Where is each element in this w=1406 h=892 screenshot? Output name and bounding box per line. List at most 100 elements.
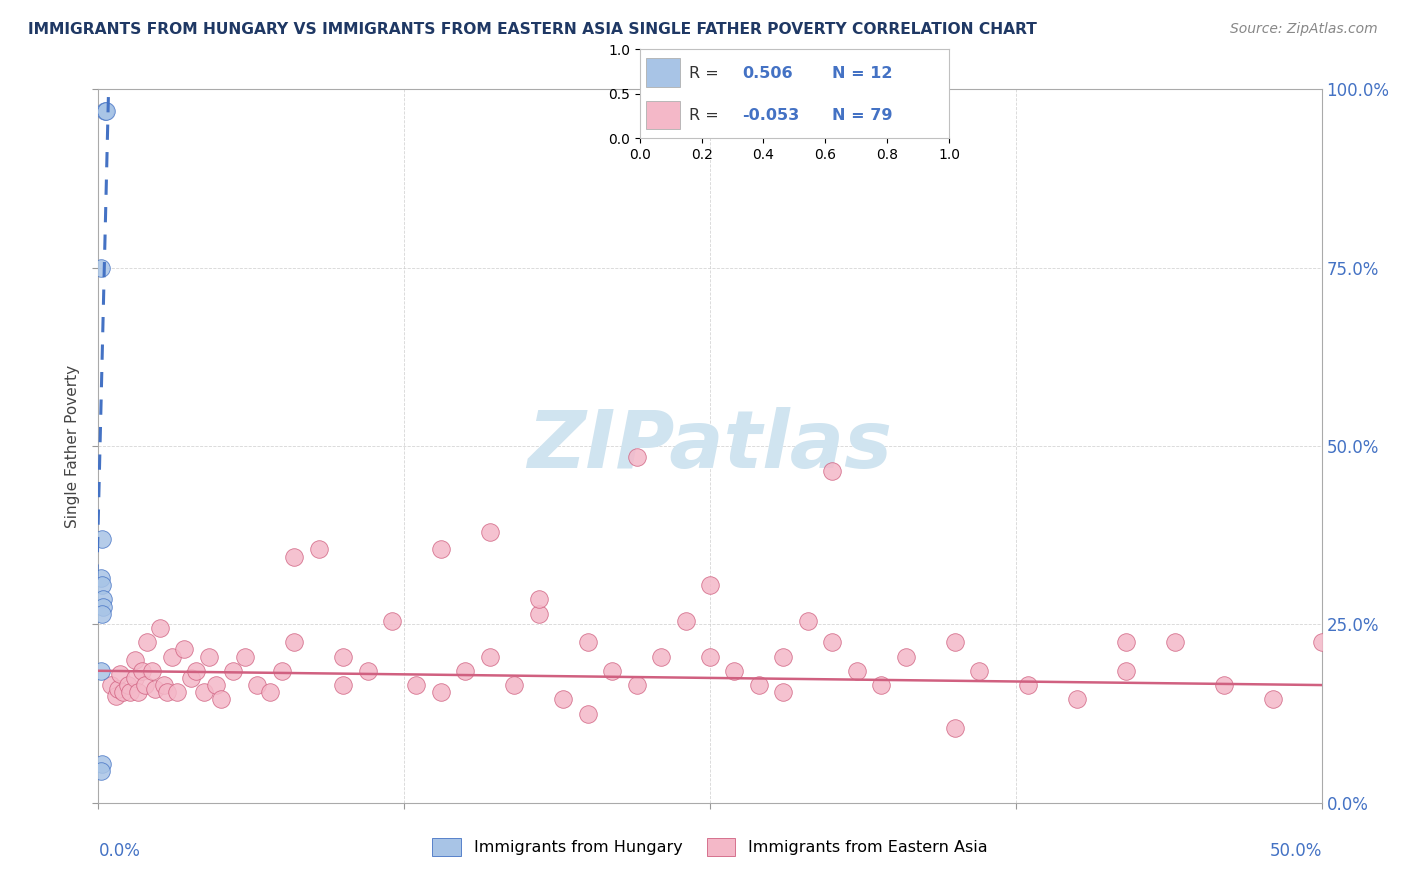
- Point: [870, 678, 893, 692]
- Point: [1017, 678, 1039, 692]
- Point: [967, 664, 990, 678]
- Point: [193, 685, 215, 699]
- Point: [111, 685, 134, 699]
- Point: [821, 635, 844, 649]
- Point: [332, 649, 354, 664]
- Point: [405, 678, 427, 692]
- Point: [283, 635, 305, 649]
- Point: [675, 614, 697, 628]
- Point: [1115, 635, 1137, 649]
- Point: [160, 649, 183, 664]
- Point: [845, 664, 868, 678]
- Point: [772, 649, 794, 664]
- Point: [1212, 678, 1234, 692]
- Point: [553, 692, 575, 706]
- Point: [107, 681, 129, 696]
- Point: [600, 664, 623, 678]
- Point: [626, 450, 648, 464]
- Point: [576, 635, 599, 649]
- Point: [246, 678, 269, 692]
- Point: [120, 685, 142, 699]
- Point: [430, 542, 453, 557]
- Point: [650, 649, 672, 664]
- Point: [723, 664, 745, 678]
- Point: [91, 592, 114, 607]
- Text: R =: R =: [689, 66, 724, 80]
- Point: [156, 685, 179, 699]
- Text: 50.0%: 50.0%: [1270, 842, 1322, 860]
- Point: [173, 642, 195, 657]
- Point: [149, 621, 172, 635]
- Point: [91, 756, 114, 771]
- Point: [134, 678, 156, 692]
- Point: [478, 524, 501, 539]
- Point: [90, 764, 112, 778]
- Point: [894, 649, 917, 664]
- Point: [90, 664, 112, 678]
- Point: [332, 678, 354, 692]
- Point: [270, 664, 294, 678]
- Point: [91, 532, 114, 546]
- Point: [1261, 692, 1284, 706]
- Point: [748, 678, 770, 692]
- Point: [699, 578, 721, 592]
- Point: [821, 464, 844, 478]
- Point: [233, 649, 256, 664]
- Point: [93, 103, 115, 118]
- Point: [1066, 692, 1088, 706]
- Point: [626, 678, 648, 692]
- Point: [503, 678, 526, 692]
- Point: [131, 664, 153, 678]
- Bar: [645, 101, 681, 129]
- Point: [478, 649, 501, 664]
- Point: [153, 678, 176, 692]
- Point: [94, 103, 117, 118]
- Point: [143, 681, 166, 696]
- Text: R =: R =: [689, 108, 724, 122]
- Point: [772, 685, 794, 699]
- Point: [91, 578, 114, 592]
- Point: [308, 542, 330, 557]
- Point: [381, 614, 404, 628]
- Point: [205, 678, 228, 692]
- Point: [197, 649, 219, 664]
- Point: [527, 607, 550, 621]
- Y-axis label: Single Father Poverty: Single Father Poverty: [65, 365, 80, 527]
- Point: [124, 671, 146, 685]
- Point: [943, 635, 966, 649]
- Legend: Immigrants from Hungary, Immigrants from Eastern Asia: Immigrants from Hungary, Immigrants from…: [426, 831, 994, 863]
- Point: [943, 721, 966, 735]
- Text: 0.506: 0.506: [742, 66, 793, 80]
- Text: N = 79: N = 79: [831, 108, 891, 122]
- Point: [186, 664, 208, 678]
- Text: N = 12: N = 12: [831, 66, 891, 80]
- Point: [124, 653, 146, 667]
- Point: [136, 635, 159, 649]
- Text: ZIPatlas: ZIPatlas: [527, 407, 893, 485]
- Text: Source: ZipAtlas.com: Source: ZipAtlas.com: [1230, 22, 1378, 37]
- Point: [797, 614, 820, 628]
- Point: [527, 592, 550, 607]
- Point: [91, 607, 114, 621]
- Point: [454, 664, 477, 678]
- Point: [127, 685, 149, 699]
- Point: [356, 664, 378, 678]
- Point: [209, 692, 232, 706]
- Point: [1164, 635, 1187, 649]
- Point: [91, 599, 114, 614]
- Bar: [645, 58, 681, 87]
- Point: [576, 706, 599, 721]
- Point: [117, 678, 139, 692]
- Point: [90, 571, 112, 585]
- Point: [90, 260, 112, 275]
- Point: [1115, 664, 1137, 678]
- Point: [110, 667, 132, 681]
- Point: [100, 678, 122, 692]
- Text: -0.053: -0.053: [742, 108, 799, 122]
- Point: [283, 549, 305, 564]
- Point: [1310, 635, 1333, 649]
- Point: [104, 689, 127, 703]
- Point: [180, 671, 202, 685]
- Point: [222, 664, 245, 678]
- Point: [699, 649, 721, 664]
